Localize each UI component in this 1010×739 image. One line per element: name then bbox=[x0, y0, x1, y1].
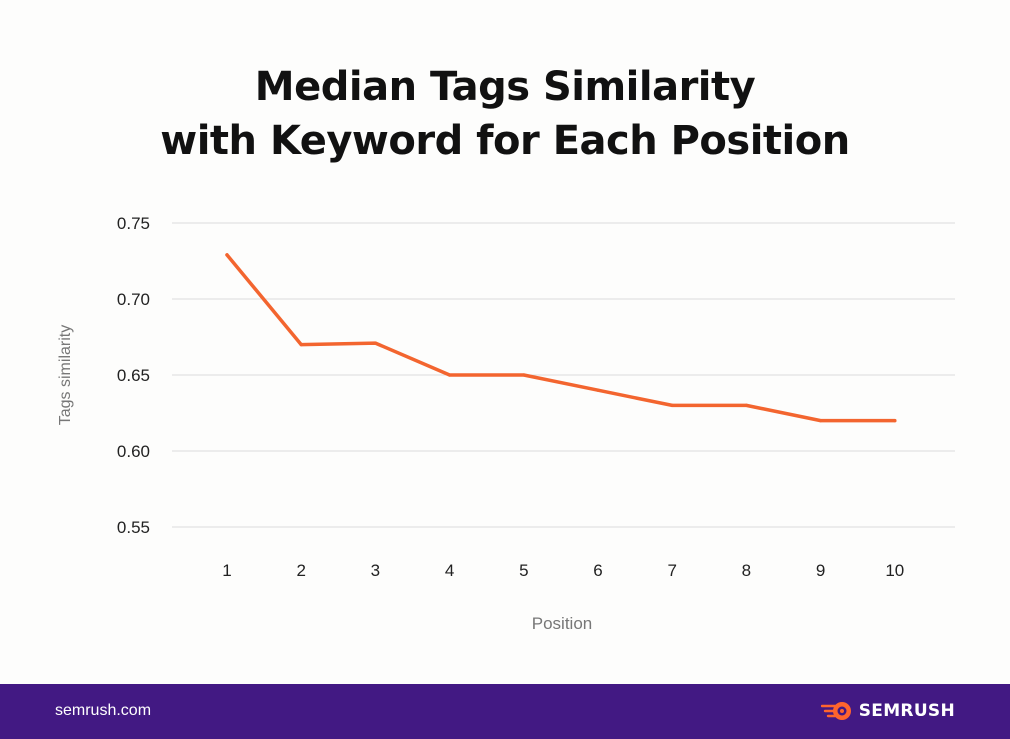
data-point bbox=[373, 341, 377, 345]
footer-site-link[interactable]: semrush.com bbox=[55, 702, 152, 719]
x-tick-label: 9 bbox=[816, 561, 825, 580]
semrush-fireball-icon bbox=[820, 702, 851, 720]
footer-bar: semrush.com SEMRUSH bbox=[0, 684, 1010, 739]
data-point bbox=[448, 373, 452, 377]
data-point bbox=[522, 373, 526, 377]
x-tick-label: 4 bbox=[445, 561, 454, 580]
chart-title: Median Tags Similarity with Keyword for … bbox=[0, 60, 1010, 168]
brand-name: SEMRUSH bbox=[858, 701, 955, 721]
x-tick-label: 6 bbox=[593, 561, 602, 580]
y-tick-label: 0.60 bbox=[117, 442, 150, 461]
data-point bbox=[893, 419, 897, 423]
data-point bbox=[299, 343, 303, 347]
chart-title-line-2: with Keyword for Each Position bbox=[160, 118, 850, 164]
series-layer bbox=[225, 253, 897, 423]
brand-logo[interactable]: SEMRUSH bbox=[820, 701, 955, 721]
data-point bbox=[596, 388, 600, 392]
x-axis-label: Position bbox=[532, 614, 592, 633]
x-tick-label: 2 bbox=[296, 561, 305, 580]
chart-title-line-1: Median Tags Similarity bbox=[254, 64, 756, 110]
x-tick-label: 3 bbox=[371, 561, 380, 580]
y-tick-label: 0.65 bbox=[117, 366, 150, 385]
grid-lines bbox=[172, 222, 955, 528]
y-tick-label: 0.55 bbox=[117, 518, 150, 537]
data-point bbox=[819, 419, 823, 423]
x-tick-label: 8 bbox=[742, 561, 751, 580]
y-tick-label: 0.75 bbox=[117, 214, 150, 233]
y-axis-label: Tags similarity bbox=[57, 325, 74, 425]
data-point bbox=[225, 253, 229, 257]
data-point bbox=[670, 403, 674, 407]
y-tick-label: 0.70 bbox=[117, 290, 150, 309]
series-line bbox=[225, 253, 897, 423]
data-point bbox=[744, 403, 749, 407]
x-tick-labels: 1 2 3 4 5 6 7 8 9 10 bbox=[222, 561, 904, 580]
x-tick-label: 1 bbox=[222, 561, 231, 580]
y-tick-labels: 0.75 0.70 0.65 0.60 0.55 bbox=[117, 214, 150, 537]
line-chart: 0.75 0.70 0.65 0.60 0.55 1 2 3 4 5 6 7 8 9 10 Tags si… bbox=[57, 214, 955, 633]
x-tick-label: 7 bbox=[667, 561, 676, 580]
x-tick-label: 10 bbox=[885, 561, 904, 580]
x-tick-label: 5 bbox=[519, 561, 528, 580]
